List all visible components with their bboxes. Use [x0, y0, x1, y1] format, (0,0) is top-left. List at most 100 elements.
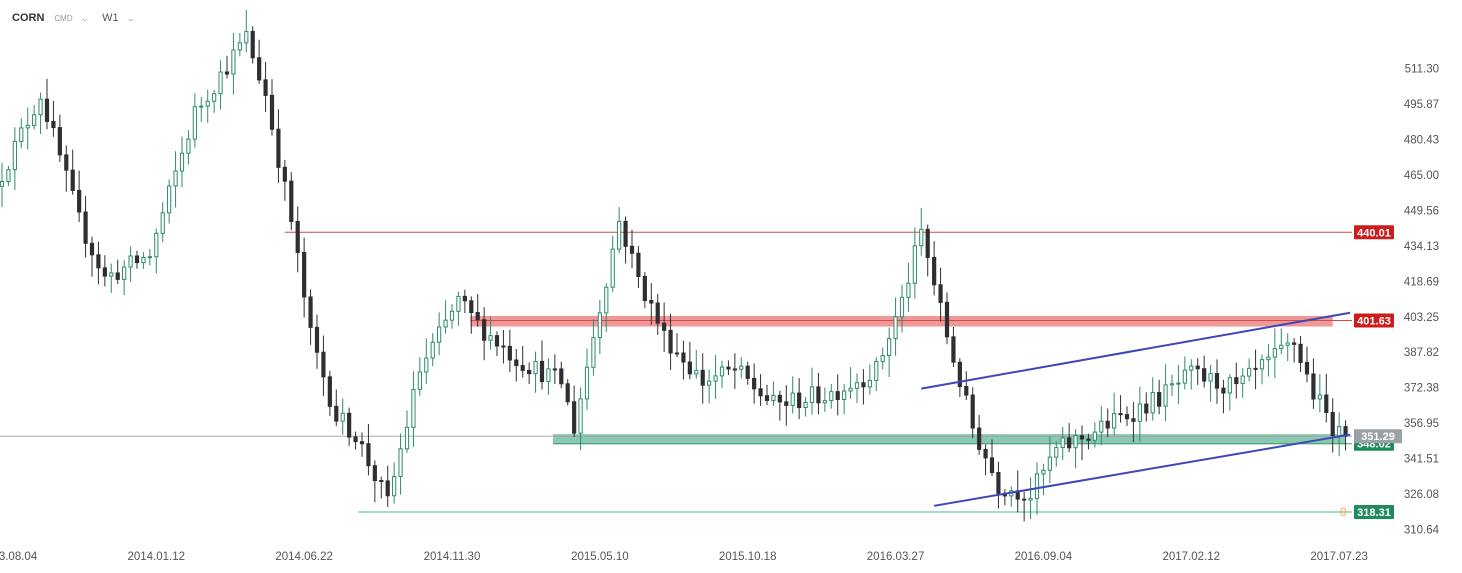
candle: [417, 356, 422, 396]
candle-body: [957, 361, 962, 388]
candle: [1041, 463, 1046, 496]
candle-body: [237, 42, 242, 51]
x-tick-label: 2016.09.04: [1015, 551, 1073, 563]
low-price-tag-text: 318.31: [1357, 507, 1391, 519]
candle-body: [842, 390, 847, 400]
candle-body: [1234, 377, 1239, 385]
channel-lower-trendline[interactable]: [933, 433, 1351, 507]
chevron-down-icon[interactable]: ⌄: [79, 12, 90, 23]
candle-body: [392, 475, 397, 497]
candle: [944, 292, 950, 345]
candle: [514, 348, 519, 382]
candle: [122, 260, 127, 296]
candle: [96, 241, 101, 285]
x-tick-label: 2014.01.12: [128, 551, 186, 563]
candle-body: [520, 365, 525, 371]
candle: [12, 127, 17, 190]
low-price-tag: 318.31: [1354, 505, 1394, 519]
candle-body: [244, 30, 249, 44]
y-tick-label: 387.82: [1404, 347, 1439, 359]
candle: [1298, 336, 1303, 372]
candle: [257, 39, 262, 84]
candle-body: [456, 295, 461, 312]
candle: [983, 444, 988, 476]
candle-body: [379, 479, 384, 482]
candle: [392, 462, 397, 504]
candle: [1105, 408, 1110, 438]
timeframe-label[interactable]: W1: [102, 12, 119, 24]
candle-body: [983, 448, 988, 459]
candle-body: [700, 369, 705, 386]
candle: [739, 357, 744, 379]
trendlines-layer[interactable]: [921, 311, 1351, 507]
candle: [482, 307, 487, 361]
candle: [462, 289, 467, 314]
candle: [591, 319, 596, 376]
candle-body: [970, 394, 975, 429]
candle: [925, 224, 930, 277]
candle: [874, 357, 879, 392]
candle-body: [1073, 435, 1078, 449]
candle: [38, 92, 43, 135]
chevron-down-icon[interactable]: ⌄: [125, 12, 136, 23]
resistance-high-price-tag: 440.01: [1354, 225, 1394, 240]
candle-body: [1285, 342, 1290, 346]
candle-body: [1099, 420, 1104, 433]
candle-body: [790, 392, 795, 406]
candle: [327, 370, 332, 416]
candle-body: [546, 368, 551, 383]
candle-body: [257, 57, 262, 81]
candle-body: [385, 480, 390, 497]
candle-body: [122, 266, 127, 280]
candle: [128, 246, 133, 282]
candle: [784, 385, 789, 426]
candle: [797, 378, 802, 420]
candle: [964, 371, 969, 401]
candle-body: [475, 312, 480, 321]
candle-body: [411, 388, 416, 428]
symbol-label[interactable]: CORN: [12, 12, 45, 24]
candle-body: [617, 220, 622, 250]
candle-body: [822, 400, 827, 404]
candle: [1157, 379, 1162, 415]
x-tick-label: 2014.11.30: [424, 551, 481, 563]
candle: [1073, 429, 1078, 469]
candle: [674, 333, 680, 358]
candle-body: [1240, 375, 1245, 385]
candle: [816, 372, 821, 415]
candle: [199, 97, 204, 122]
candle: [19, 118, 24, 149]
candle-body: [1189, 365, 1194, 371]
candle: [379, 476, 384, 499]
candle-body: [591, 337, 596, 368]
candle-body: [906, 282, 911, 298]
candle-body: [359, 441, 365, 445]
candle: [353, 431, 358, 450]
candle: [1214, 359, 1220, 404]
candle: [424, 338, 429, 385]
candle: [617, 207, 622, 254]
channel-upper-trendline[interactable]: [921, 311, 1351, 390]
candle: [302, 237, 307, 318]
candle: [456, 291, 461, 326]
candle-body: [134, 255, 140, 264]
candle-body: [758, 388, 763, 397]
candle-body: [861, 382, 866, 388]
candle-body: [739, 365, 744, 370]
candle: [282, 159, 287, 201]
fib-label: 0: [1340, 507, 1346, 519]
candle-body: [494, 335, 500, 347]
resistance-mid-price-tag-text: 401.63: [1357, 315, 1391, 327]
candle-body: [160, 212, 165, 234]
candle-body: [1292, 342, 1297, 345]
candle: [64, 145, 69, 192]
y-tick-label: 480.43: [1404, 134, 1439, 146]
candle: [102, 255, 107, 287]
candle: [1086, 433, 1091, 450]
candle-body: [1337, 426, 1342, 437]
candle: [1060, 426, 1065, 460]
candle: [552, 354, 557, 384]
candle-body: [398, 448, 403, 477]
